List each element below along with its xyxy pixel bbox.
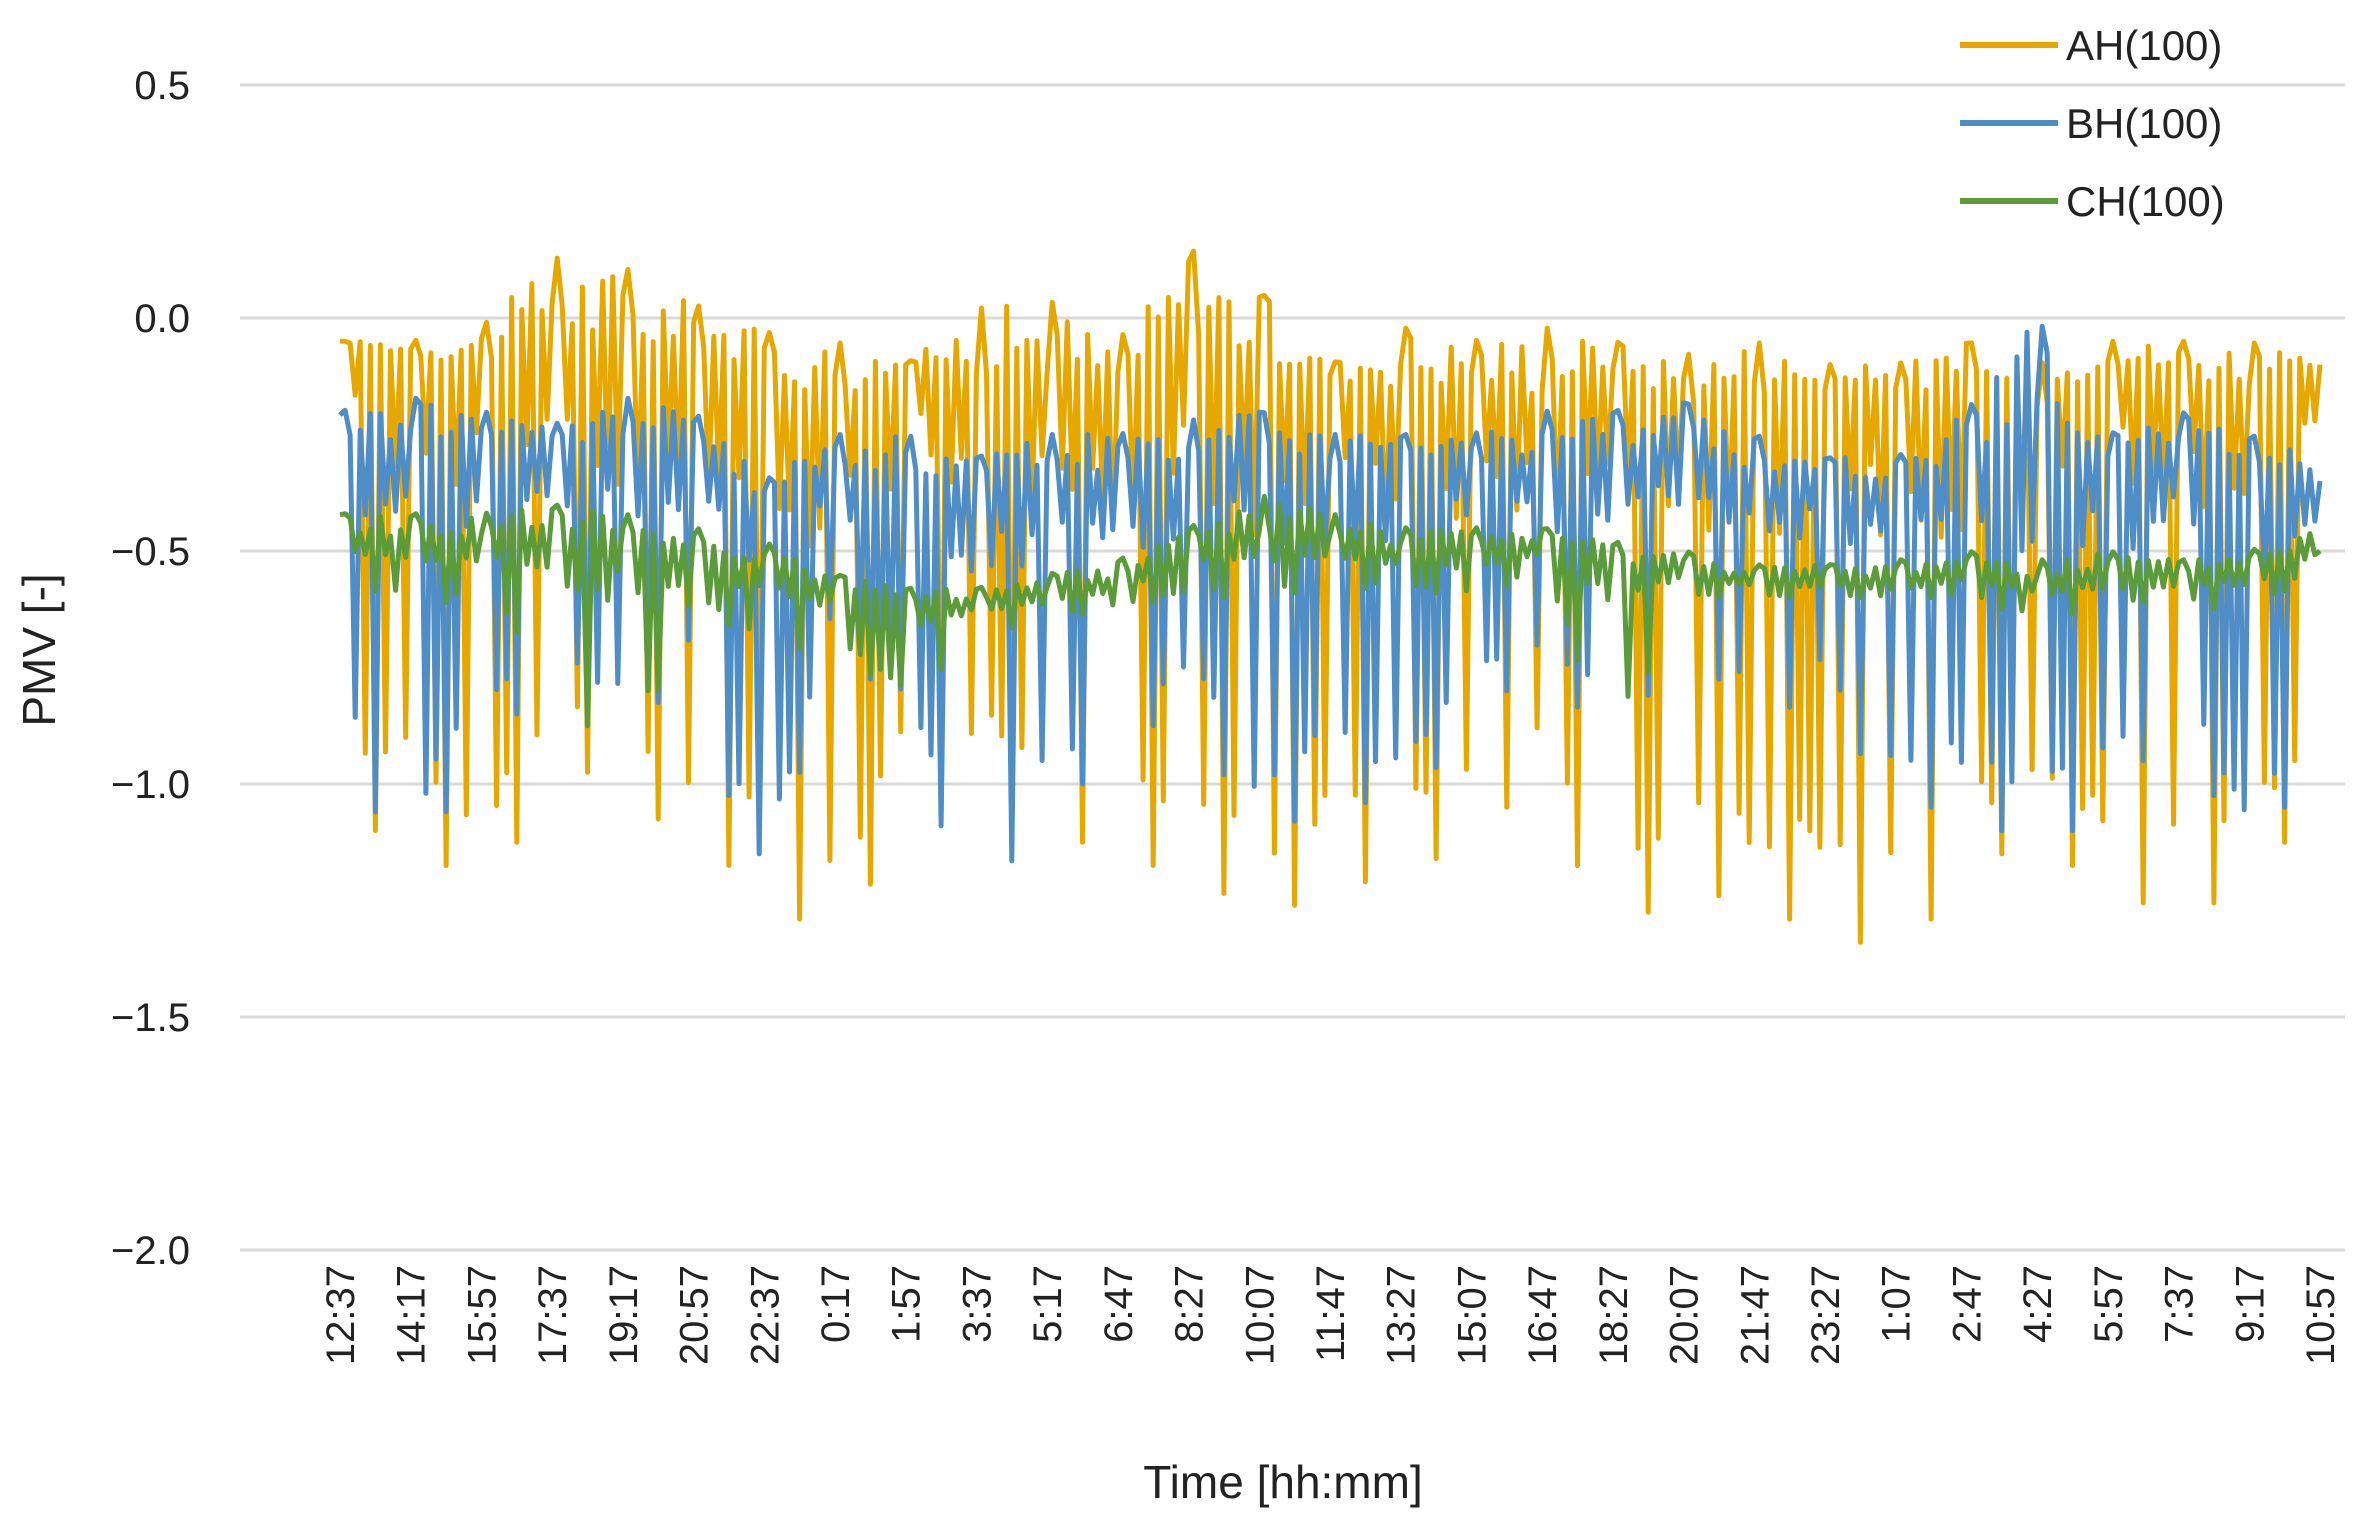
x-axis-ticks: 12:37 14:17 15:57 17:37 19:17 20:57 22:37 0:17 1…: [319, 1265, 2343, 1365]
x-axis-title: Time [hh:mm]: [1143, 1456, 1422, 1508]
y-tick-label: −2.0: [111, 1229, 190, 1273]
x-tick-label: 15:57: [460, 1265, 504, 1365]
y-tick-label: −0.5: [111, 530, 190, 574]
y-tick-label: −1.5: [111, 996, 190, 1040]
x-tick-label: 19:17: [602, 1265, 646, 1365]
x-tick-label: 4:27: [2016, 1265, 2060, 1343]
y-tick-label: 0.0: [134, 297, 190, 341]
x-tick-label: 15:07: [1450, 1265, 1494, 1365]
x-tick-label: 1:07: [1875, 1265, 1919, 1343]
legend: AH(100) BH(100) CH(100): [1960, 22, 2225, 225]
legend-label: AH(100): [2066, 22, 2222, 69]
x-tick-label: 20:07: [1663, 1265, 1707, 1365]
x-tick-label: 23:27: [1804, 1265, 1848, 1365]
x-tick-label: 11:47: [1309, 1265, 1353, 1362]
x-tick-label: 5:17: [1026, 1265, 1070, 1343]
x-tick-label: 8:27: [1168, 1265, 1212, 1343]
x-tick-label: 2:47: [1945, 1265, 1989, 1343]
x-tick-label: 1:57: [885, 1265, 929, 1343]
x-tick-label: 9:17: [2228, 1265, 2272, 1343]
x-tick-label: 14:17: [390, 1265, 434, 1365]
x-tick-label: 12:37: [319, 1265, 363, 1365]
x-tick-label: 13:27: [1380, 1265, 1424, 1365]
series-lines: [338, 248, 2323, 945]
x-tick-label: 7:37: [2158, 1265, 2202, 1343]
series-line-CH(100): [339, 493, 2322, 729]
x-tick-label: 18:27: [1592, 1265, 1636, 1365]
series-line-BH(100): [338, 323, 2323, 864]
x-tick-label: 21:47: [1733, 1265, 1777, 1365]
legend-label: CH(100): [2066, 178, 2225, 225]
x-tick-label: 10:07: [1238, 1265, 1282, 1365]
x-tick-label: 10:57: [2299, 1265, 2343, 1365]
y-tick-label: 0.5: [134, 64, 190, 108]
x-tick-label: 0:17: [814, 1265, 858, 1343]
x-tick-label: 6:47: [1097, 1265, 1141, 1343]
y-axis-ticks: 0.5 0.0 −0.5 −1.0 −1.5 −2.0: [111, 64, 190, 1273]
x-tick-label: 16:47: [1521, 1265, 1565, 1365]
x-tick-label: 20:57: [673, 1265, 717, 1365]
y-tick-label: −1.0: [111, 763, 190, 807]
x-tick-label: 5:57: [2087, 1265, 2131, 1343]
y-axis-title: PMV [-]: [13, 573, 65, 726]
legend-label: BH(100): [2066, 100, 2222, 147]
x-tick-label: 3:37: [955, 1265, 999, 1343]
x-tick-label: 17:37: [531, 1265, 575, 1365]
x-tick-label: 22:37: [743, 1265, 787, 1365]
